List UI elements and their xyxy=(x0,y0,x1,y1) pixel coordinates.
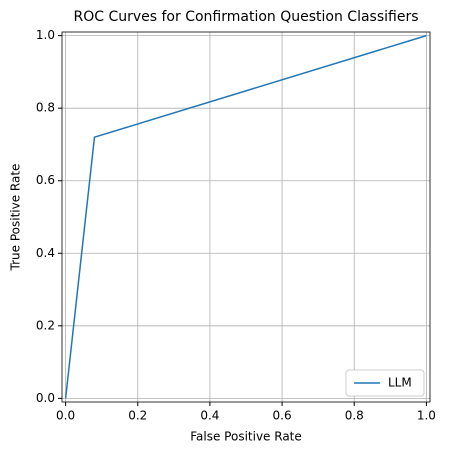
x-tick-label: 0.6 xyxy=(273,409,292,423)
y-tick-label: 0.6 xyxy=(36,173,55,187)
chart-title: ROC Curves for Confirmation Question Cla… xyxy=(73,9,418,25)
y-tick-label: 0.8 xyxy=(36,101,55,115)
legend-box xyxy=(345,369,425,397)
line-series xyxy=(64,34,427,399)
x-tick-label: 0.4 xyxy=(200,409,219,423)
x-axis-label: False Positive Rate xyxy=(190,430,302,444)
x-tick-label: 1.0 xyxy=(417,409,436,423)
y-tick-label: 0.2 xyxy=(36,318,55,332)
x-tick-label: 0.2 xyxy=(128,409,147,423)
y-axis-label: True Positive Rate xyxy=(9,164,23,272)
x-tick-label: 0.8 xyxy=(345,409,364,423)
y-tick-label: 1.0 xyxy=(36,28,55,42)
legend-label: LLM xyxy=(388,376,412,390)
plot-frame xyxy=(61,31,431,403)
x-tick-label: 0.0 xyxy=(56,409,75,423)
y-tick-label: 0.0 xyxy=(36,391,55,405)
y-tick-label: 0.4 xyxy=(36,246,55,260)
